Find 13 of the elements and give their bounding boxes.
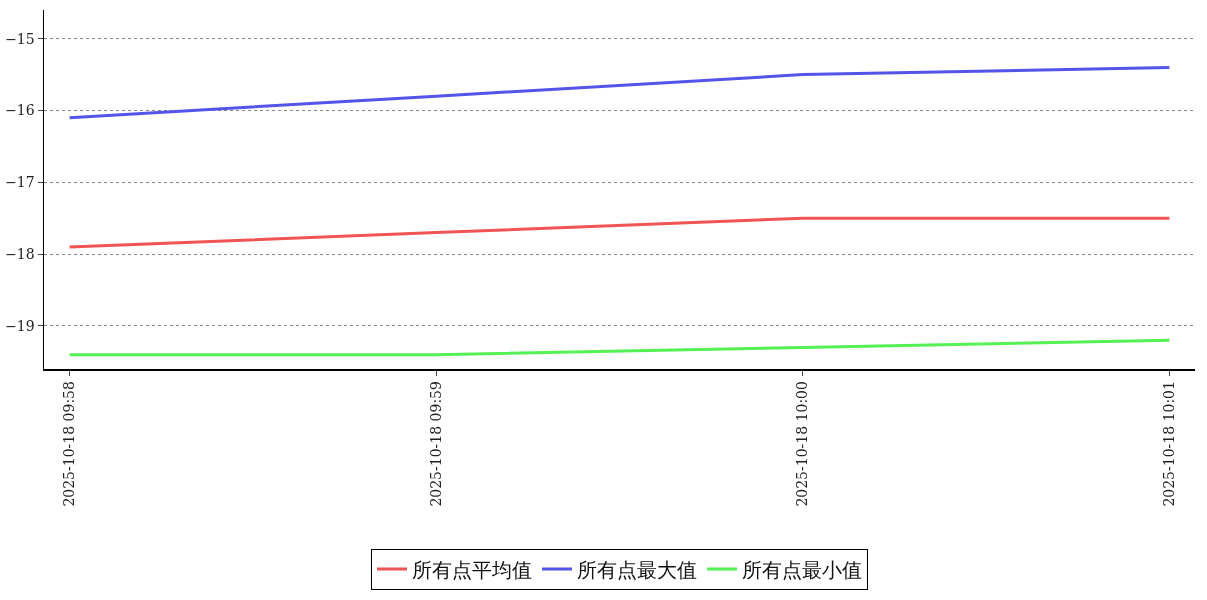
- legend-label: 所有点最大值: [577, 557, 697, 582]
- y-tick-label: −19: [5, 317, 35, 334]
- y-tick-label: −18: [5, 246, 35, 263]
- y-tick-label: −15: [5, 30, 35, 47]
- x-tick-label: 2025-10-18 10:01: [1160, 381, 1177, 507]
- y-tick-label: −17: [5, 174, 35, 191]
- legend-label: 所有点平均值: [412, 557, 532, 582]
- x-tick-label: 2025-10-18 09:59: [427, 381, 444, 507]
- line-series: [68, 65, 1171, 120]
- y-tick-label: −16: [5, 102, 35, 119]
- x-tick-label: 2025-10-18 09:58: [61, 381, 78, 507]
- legend-label: 所有点最小值: [742, 557, 862, 582]
- x-tick-label: 2025-10-18 10:00: [794, 381, 811, 507]
